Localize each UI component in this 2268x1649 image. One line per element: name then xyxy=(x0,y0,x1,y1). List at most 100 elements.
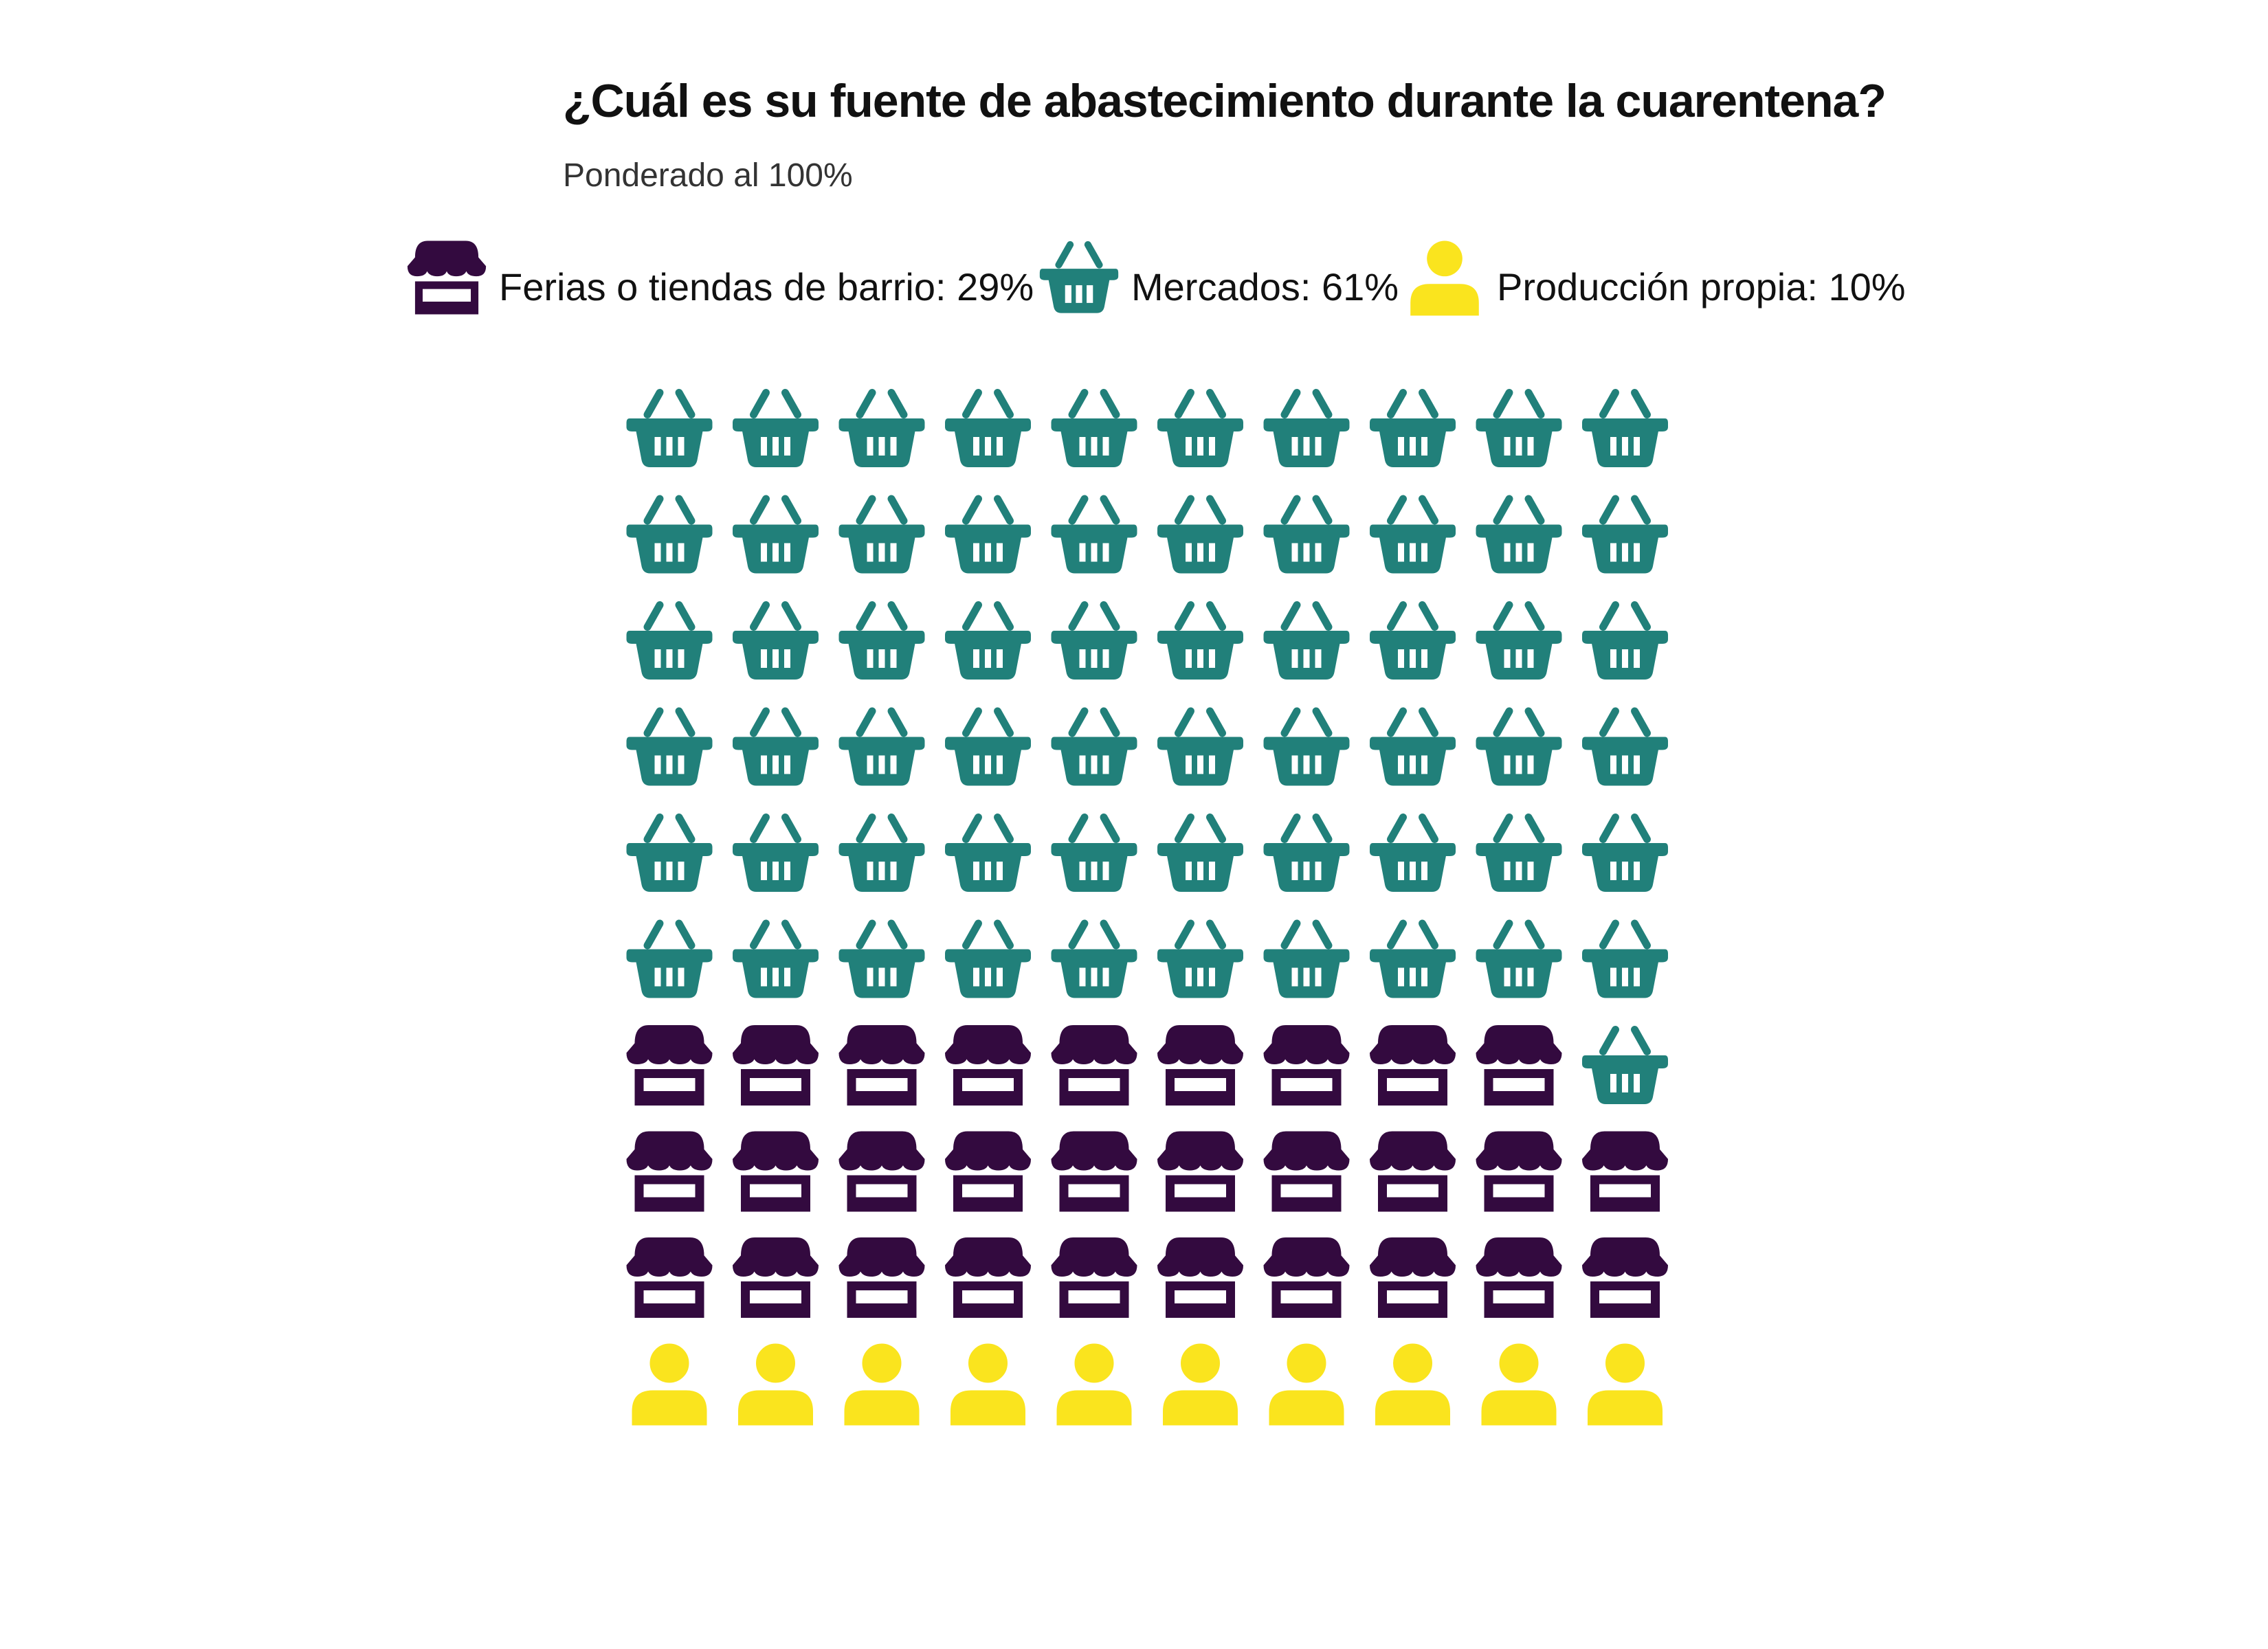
store-mark xyxy=(1370,1131,1456,1212)
store-mark xyxy=(838,1131,925,1212)
basket-mark xyxy=(839,923,924,998)
basket-mark xyxy=(946,393,1031,467)
basket-mark xyxy=(1264,605,1349,680)
basket-icon xyxy=(1039,240,1119,313)
basket-mark xyxy=(1476,818,1561,892)
store-mark xyxy=(1051,1025,1137,1106)
store-mark xyxy=(1582,1131,1668,1212)
basket-mark xyxy=(1476,711,1561,785)
store-mark xyxy=(945,1237,1031,1318)
basket-mark xyxy=(1158,605,1243,680)
store-mark xyxy=(626,1237,713,1318)
basket-mark xyxy=(1370,605,1456,680)
basket-mark xyxy=(1052,499,1137,573)
basket-mark xyxy=(627,393,712,467)
basket-mark xyxy=(1158,711,1243,785)
basket-mark xyxy=(1052,923,1137,998)
basket-mark xyxy=(1158,818,1243,892)
basket-mark xyxy=(1370,923,1456,998)
store-mark xyxy=(1476,1025,1562,1106)
basket-mark xyxy=(627,605,712,680)
store-mark xyxy=(945,1131,1031,1212)
store-mark xyxy=(1263,1025,1350,1106)
basket-mark xyxy=(839,818,924,892)
basket-mark xyxy=(946,499,1031,573)
basket-mark xyxy=(946,605,1031,680)
basket-mark xyxy=(1052,605,1137,680)
legend-label-ferias: Ferias o tiendas de barrio: 29% xyxy=(499,265,1034,309)
basket-mark xyxy=(1052,818,1137,892)
basket-mark xyxy=(946,711,1031,785)
basket-mark xyxy=(1264,499,1349,573)
store-mark xyxy=(1370,1237,1456,1318)
basket-mark xyxy=(733,499,819,573)
person-mark xyxy=(1056,1343,1132,1426)
person-mark xyxy=(1481,1343,1557,1426)
person-mark xyxy=(1588,1343,1663,1426)
store-mark xyxy=(1157,1131,1243,1212)
basket-mark xyxy=(1264,923,1349,998)
store-mark xyxy=(626,1131,713,1212)
person-icon xyxy=(1410,240,1479,316)
basket-mark xyxy=(946,923,1031,998)
basket-mark xyxy=(1583,818,1668,892)
basket-mark xyxy=(1476,605,1561,680)
basket-mark xyxy=(1370,711,1456,785)
basket-mark xyxy=(1370,818,1456,892)
basket-mark xyxy=(1583,1030,1668,1104)
store-mark xyxy=(1051,1131,1137,1212)
basket-mark xyxy=(1476,499,1561,573)
basket-mark xyxy=(1264,818,1349,892)
store-mark xyxy=(733,1237,819,1318)
basket-mark xyxy=(839,605,924,680)
basket-mark xyxy=(1370,499,1456,573)
basket-mark xyxy=(1583,499,1668,573)
store-mark xyxy=(1263,1131,1350,1212)
basket-mark xyxy=(1052,711,1137,785)
chart-title: ¿Cuál es su fuente de abastecimiento dur… xyxy=(563,75,1887,127)
store-mark xyxy=(1476,1237,1562,1318)
basket-mark xyxy=(627,499,712,573)
store-mark xyxy=(1476,1131,1562,1212)
store-mark xyxy=(838,1237,925,1318)
person-mark xyxy=(738,1343,813,1426)
basket-mark xyxy=(1158,499,1243,573)
basket-mark xyxy=(1583,711,1668,785)
basket-mark xyxy=(1583,605,1668,680)
store-icon xyxy=(407,240,487,315)
store-mark xyxy=(838,1025,925,1106)
chart-subtitle: Ponderado al 100% xyxy=(563,157,853,194)
person-mark xyxy=(950,1343,1025,1426)
person-mark xyxy=(1375,1343,1450,1426)
store-mark xyxy=(626,1025,713,1106)
basket-mark xyxy=(627,711,712,785)
basket-mark xyxy=(733,393,819,467)
store-mark xyxy=(1157,1025,1243,1106)
basket-mark xyxy=(733,711,819,785)
basket-mark xyxy=(627,923,712,998)
basket-mark xyxy=(733,923,819,998)
store-mark xyxy=(733,1025,819,1106)
basket-mark xyxy=(1370,393,1456,467)
store-mark xyxy=(1370,1025,1456,1106)
person-mark xyxy=(844,1343,920,1426)
store-mark xyxy=(1051,1237,1137,1318)
basket-mark xyxy=(1052,393,1137,467)
store-mark xyxy=(1582,1237,1668,1318)
basket-mark xyxy=(1583,393,1668,467)
basket-mark xyxy=(1158,393,1243,467)
basket-mark xyxy=(1476,393,1561,467)
basket-mark xyxy=(839,393,924,467)
basket-mark xyxy=(733,818,819,892)
basket-mark xyxy=(627,818,712,892)
store-mark xyxy=(945,1025,1031,1106)
basket-mark xyxy=(733,605,819,680)
person-mark xyxy=(1269,1343,1344,1426)
person-mark xyxy=(1163,1343,1238,1426)
basket-mark xyxy=(946,818,1031,892)
person-mark xyxy=(632,1343,707,1426)
basket-mark xyxy=(1476,923,1561,998)
store-mark xyxy=(733,1131,819,1212)
legend-label-produccion: Producción propia: 10% xyxy=(1497,265,1906,309)
